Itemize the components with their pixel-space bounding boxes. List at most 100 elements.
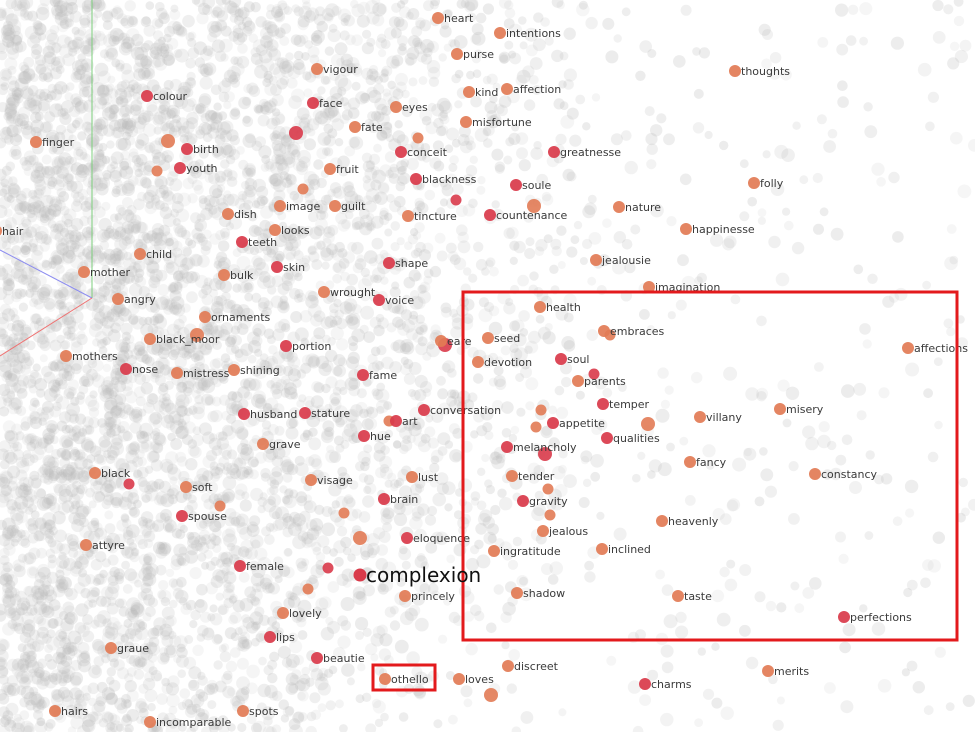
background-point	[344, 377, 359, 391]
background-point	[453, 35, 468, 49]
background-point	[544, 323, 553, 331]
background-point	[170, 4, 179, 13]
background-point	[311, 34, 323, 47]
background-point	[947, 57, 960, 70]
background-point	[60, 449, 71, 460]
background-point	[272, 556, 284, 567]
background-point	[101, 201, 111, 211]
background-point	[201, 726, 212, 732]
background-point	[66, 224, 78, 236]
background-point	[137, 231, 151, 245]
background-point	[62, 172, 75, 185]
background-point	[159, 402, 172, 415]
background-point	[55, 264, 65, 274]
background-point	[329, 319, 338, 328]
background-point	[123, 179, 136, 191]
background-point	[303, 88, 313, 98]
background-point	[202, 4, 213, 16]
background-point	[89, 390, 98, 399]
background-point	[179, 688, 191, 699]
background-point	[575, 94, 586, 105]
background-point	[27, 532, 39, 544]
background-point	[394, 639, 409, 654]
background-point	[503, 227, 515, 239]
background-point	[224, 508, 237, 520]
background-point	[114, 571, 125, 582]
background-point	[43, 297, 56, 310]
background-point	[723, 235, 737, 249]
background-point	[482, 422, 493, 433]
background-point	[298, 156, 311, 169]
background-point	[480, 407, 494, 421]
background-point	[212, 311, 225, 324]
background-point	[71, 119, 81, 129]
background-point	[661, 584, 674, 596]
background-point	[370, 179, 382, 191]
background-point	[27, 85, 39, 96]
background-point	[526, 44, 538, 57]
background-point	[260, 163, 270, 172]
background-point	[85, 549, 94, 558]
background-point	[314, 504, 325, 515]
background-point	[677, 254, 689, 267]
background-point	[115, 467, 126, 478]
background-point	[116, 204, 125, 214]
background-point	[2, 279, 15, 292]
background-point	[215, 431, 225, 441]
background-point	[68, 386, 78, 396]
background-point	[819, 207, 829, 217]
background-point	[169, 78, 182, 92]
background-point	[255, 394, 266, 405]
background-point	[424, 189, 436, 201]
background-point	[292, 513, 306, 527]
background-point	[557, 261, 566, 269]
background-point	[154, 18, 164, 28]
background-point	[165, 238, 175, 247]
background-point	[155, 546, 168, 559]
background-point	[77, 163, 88, 173]
background-point	[387, 472, 397, 482]
background-point	[60, 340, 71, 350]
background-point	[201, 561, 210, 570]
background-point	[287, 592, 296, 601]
background-point	[168, 484, 181, 496]
background-point	[49, 361, 60, 372]
background-point	[2, 35, 15, 48]
background-point	[176, 576, 187, 588]
background-point	[344, 200, 357, 213]
background-point	[925, 121, 935, 132]
background-point	[333, 647, 346, 660]
background-point	[200, 67, 210, 77]
background-point	[67, 320, 79, 333]
background-point	[141, 528, 152, 538]
background-point	[349, 419, 363, 432]
background-point	[497, 291, 511, 305]
background-point	[155, 187, 166, 199]
background-point	[157, 347, 170, 360]
background-point	[160, 11, 170, 20]
background-point	[120, 632, 134, 646]
background-point	[536, 173, 549, 186]
background-point	[293, 50, 304, 61]
background-point	[394, 120, 403, 129]
background-point	[0, 574, 10, 586]
background-point	[760, 468, 774, 482]
background-point	[49, 502, 61, 514]
background-point	[118, 647, 130, 659]
background-point	[436, 250, 448, 262]
background-point	[74, 413, 87, 425]
background-point	[301, 262, 311, 272]
background-point	[150, 430, 160, 441]
background-point	[323, 226, 336, 239]
background-point	[248, 378, 261, 391]
background-point	[19, 8, 29, 18]
background-point	[345, 34, 356, 46]
background-point	[393, 512, 408, 527]
background-point	[60, 469, 73, 481]
background-point	[118, 307, 132, 322]
background-point	[336, 573, 349, 587]
background-point	[27, 92, 41, 107]
background-point	[192, 644, 204, 656]
background-point	[137, 539, 148, 550]
